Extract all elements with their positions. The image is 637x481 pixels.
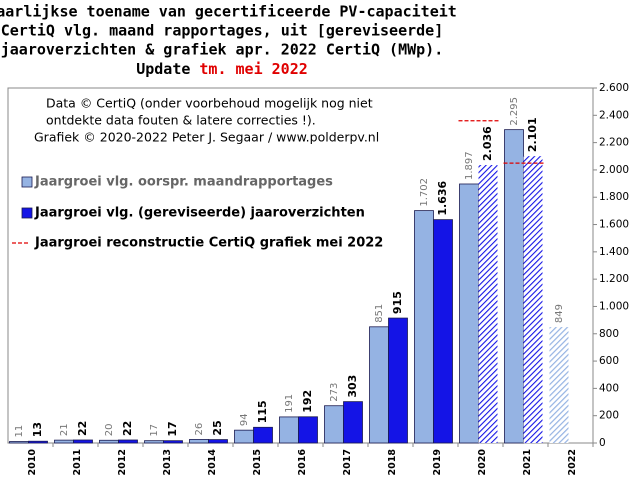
x-tick-label: 2013 [162, 449, 173, 475]
value-label: 11 [14, 425, 25, 438]
x-tick-label: 2011 [72, 449, 83, 475]
x-tick-label: 2019 [432, 449, 443, 475]
legend-label: Jaargroei vlg. (gereviseerde) jaaroverzi… [34, 206, 365, 221]
bar [388, 317, 408, 444]
bar [549, 327, 569, 443]
y-tick-label: 2.200 [599, 137, 629, 149]
bar [433, 219, 453, 444]
chart-title: jaaroverzichten & grafiek apr. 2022 Cert… [1, 41, 444, 59]
y-tick-label: 600 [599, 355, 619, 367]
bar [189, 439, 209, 444]
x-tick-label: 2020 [477, 449, 488, 476]
value-label: 94 [239, 413, 250, 426]
value-label: 192 [301, 390, 314, 413]
value-label: 849 [554, 304, 565, 323]
bar [478, 165, 498, 443]
title-text: Update [136, 60, 190, 78]
annotation: Data © CertiQ (onder voorbehoud mogelijk… [46, 96, 373, 111]
bar [504, 129, 524, 444]
x-tick-label: 2018 [387, 449, 398, 476]
bar [253, 426, 273, 444]
bar [28, 440, 48, 444]
value-label: 2.295 [509, 97, 520, 126]
value-label: 2.101 [526, 117, 539, 152]
bar [99, 439, 119, 444]
x-tick-label: 2017 [342, 449, 353, 475]
value-label: 1.897 [464, 151, 475, 180]
x-tick-label: 2014 [207, 449, 218, 476]
y-tick-label: 800 [599, 328, 619, 340]
value-label: 25 [211, 420, 224, 435]
legend-swatch [21, 207, 33, 219]
value-label: 915 [391, 291, 404, 314]
bar [144, 440, 164, 444]
value-label: 273 [329, 383, 340, 402]
y-tick-label: 1.000 [599, 300, 629, 312]
y-tick-label: 1.400 [599, 246, 629, 258]
title-highlight: tm. mei 2022 [199, 60, 307, 78]
y-tick-label: 1.600 [599, 219, 629, 231]
bar [279, 416, 299, 444]
y-tick-label: 400 [599, 382, 619, 394]
value-label: 21 [59, 423, 70, 436]
chart-title: CertiQ vlg. maand rapportages, uit [gere… [1, 22, 444, 40]
annotation: ontdekte data fouten & latere correcties… [46, 113, 316, 128]
bar [298, 416, 318, 444]
legend-swatch [21, 176, 33, 188]
value-label: 17 [149, 424, 160, 437]
value-label: 13 [31, 422, 44, 437]
value-label: 22 [76, 421, 89, 436]
x-tick-label: 2012 [117, 449, 128, 475]
y-tick-label: 1.200 [599, 273, 629, 285]
value-label: 2.036 [481, 126, 494, 161]
value-label: 26 [194, 423, 205, 436]
value-label: 1.636 [436, 180, 449, 215]
x-tick-label: 2021 [522, 449, 533, 475]
value-label: 851 [374, 304, 385, 323]
annotation: Grafiek © 2020-2022 Peter J. Segaar / ww… [34, 130, 379, 145]
chart-title: Jaarlijkse toename van gecertificeerde P… [0, 3, 457, 21]
value-label: 17 [166, 421, 179, 436]
value-label: 1.702 [419, 178, 430, 207]
bar [343, 401, 363, 444]
bar [414, 210, 434, 444]
bar [369, 326, 389, 444]
legend-label: Jaargroei vlg. oorspr. maandrapportages [34, 175, 333, 190]
value-label: 191 [284, 394, 295, 413]
x-tick-label: 2015 [252, 449, 263, 475]
bar [9, 441, 29, 444]
value-label: 303 [346, 375, 359, 398]
value-label: 20 [104, 424, 115, 437]
bar [54, 439, 74, 444]
y-tick-label: 1.800 [599, 191, 629, 203]
x-tick-label: 2016 [297, 449, 308, 476]
y-tick-label: 2.600 [599, 82, 629, 94]
chart-title: Update tm. mei 2022 [136, 60, 308, 78]
bar [523, 156, 543, 443]
y-tick-label: 200 [599, 410, 619, 422]
x-tick-label: 2010 [27, 449, 38, 476]
bar [73, 439, 93, 444]
legend-label: Jaargroei reconstructie CertiQ grafiek m… [34, 236, 383, 251]
y-tick-label: 2.000 [599, 164, 629, 176]
bar [234, 429, 254, 444]
bar [324, 405, 344, 444]
y-tick-label: 2.400 [599, 109, 629, 121]
value-label: 22 [121, 421, 134, 436]
value-label: 115 [256, 400, 269, 423]
bar [208, 439, 228, 444]
bar [459, 183, 479, 444]
bar [118, 439, 138, 444]
y-tick-label: 0 [599, 437, 606, 449]
x-tick-label: 2022 [567, 449, 578, 475]
bar [163, 440, 183, 444]
